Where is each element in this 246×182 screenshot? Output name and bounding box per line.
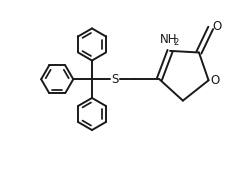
Text: O: O <box>213 20 222 33</box>
Text: NH: NH <box>160 33 178 46</box>
Text: S: S <box>111 73 119 86</box>
Text: O: O <box>210 74 220 87</box>
Text: 2: 2 <box>173 38 179 47</box>
